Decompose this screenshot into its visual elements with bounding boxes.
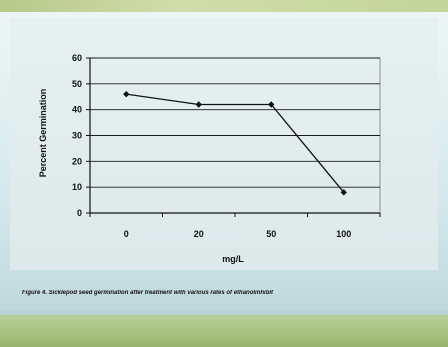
figure-caption: Figure 4. Sicklepod seed germination aft… <box>22 290 274 296</box>
series-layer <box>123 90 347 196</box>
x-tick-label: 100 <box>336 229 351 239</box>
grid-layer <box>89 57 381 214</box>
y-tick-label: 10 <box>72 182 82 192</box>
y-tick-label: 30 <box>72 131 82 141</box>
top-decor-band <box>0 0 448 12</box>
y-tick-label: 60 <box>72 53 82 63</box>
series-line <box>126 93 345 193</box>
caption-band <box>0 276 448 310</box>
y-axis-label: Percent Germination <box>38 89 48 178</box>
x-tick-label: 50 <box>266 229 276 239</box>
chart-panel <box>10 18 438 270</box>
bottom-decor-band <box>0 315 448 347</box>
data-point-marker <box>123 90 130 98</box>
x-tick-label: 20 <box>194 229 204 239</box>
y-tick-label: 50 <box>72 79 82 89</box>
data-point-marker <box>268 101 275 108</box>
y-tick-label: 20 <box>72 156 82 166</box>
axis-layer: 0 10 20 30 40 50 60 0 20 50 100 <box>72 53 381 239</box>
y-tick-label: 40 <box>72 105 82 115</box>
x-axis-label: mg/L <box>222 254 244 264</box>
y-tick-label: 0 <box>77 208 82 218</box>
data-point-marker <box>340 189 347 196</box>
data-point-marker <box>195 101 202 108</box>
x-tick-label: 0 <box>124 229 129 239</box>
